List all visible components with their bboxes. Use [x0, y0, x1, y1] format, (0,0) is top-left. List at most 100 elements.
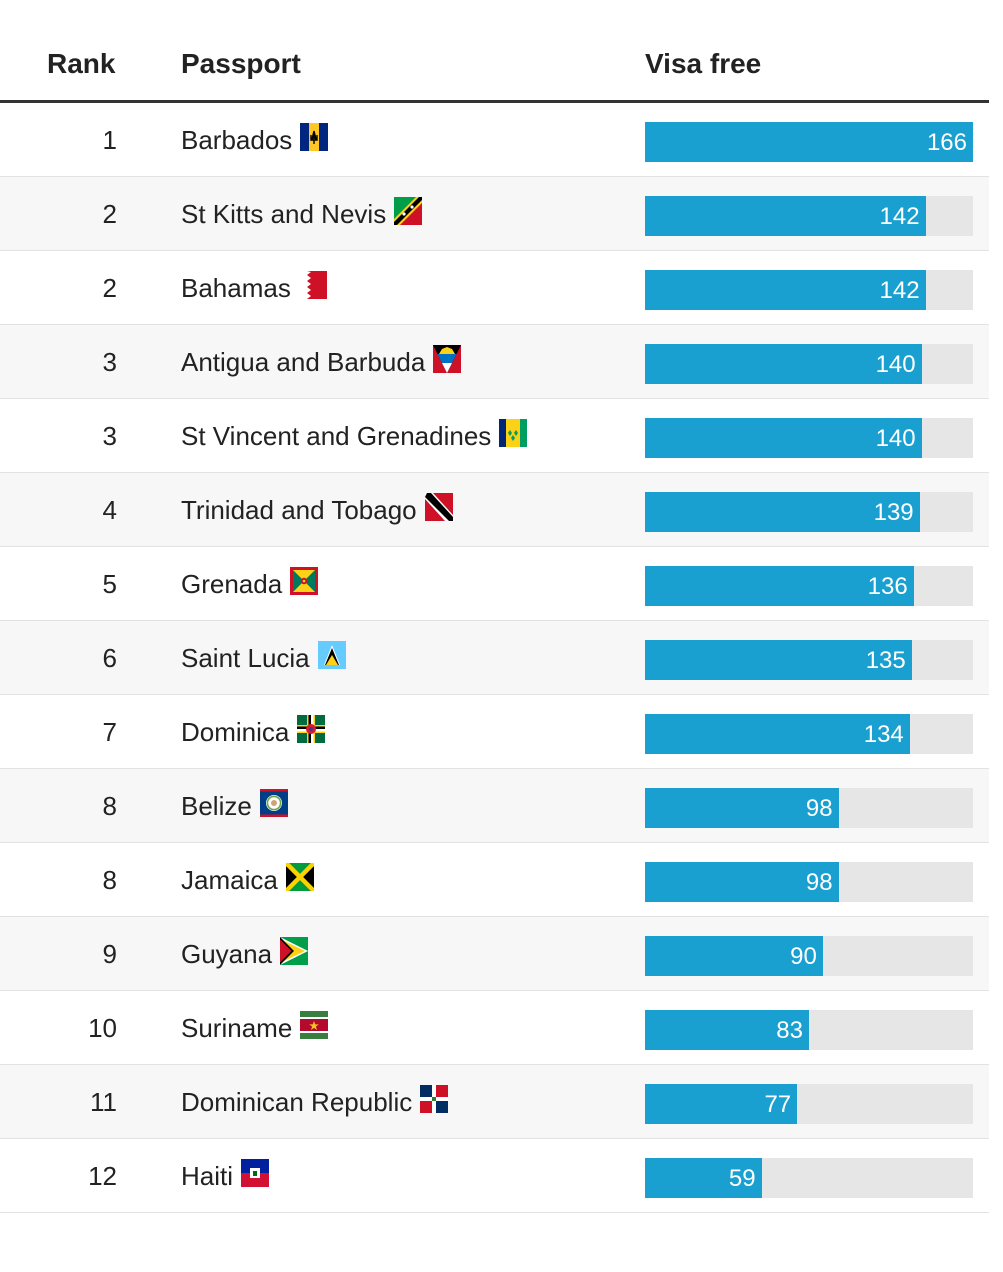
- table-row: 7 Dominica 134: [0, 695, 989, 769]
- passport-name: Grenada: [181, 569, 283, 599]
- visa-free-bar: 166: [645, 122, 973, 162]
- passport-cell: St Kitts and Nevis: [181, 196, 423, 230]
- passport-name: St Kitts and Nevis: [181, 199, 387, 229]
- passport-name: Belize: [181, 791, 252, 821]
- bar-track: 140: [645, 418, 973, 458]
- dominica-flag-icon: [297, 714, 326, 743]
- table-row: 2 Bahamas 142: [0, 251, 989, 325]
- rank-cell: 12: [88, 1161, 117, 1191]
- visa-free-header: Visa free: [645, 48, 762, 79]
- passport-cell: Dominican Republic: [181, 1084, 449, 1118]
- table-row: 12 Haiti 59: [0, 1139, 989, 1213]
- passport-cell: Antigua and Barbuda: [181, 344, 462, 378]
- visa-free-value-label: 83: [776, 1017, 803, 1044]
- bar-track: 140: [645, 344, 973, 384]
- bar-track: 77: [645, 1084, 973, 1124]
- st-vincent-grenadines-flag-icon: [499, 418, 528, 447]
- bar-track: 166: [645, 122, 973, 162]
- table-row: 6 Saint Lucia 135: [0, 621, 989, 695]
- passport-ranking-table: Rank Passport Visa free 1 Barbados 166 2 St …: [0, 0, 989, 1213]
- visa-free-bar: 142: [645, 270, 926, 310]
- visa-free-bar: 98: [645, 862, 839, 902]
- visa-free-value-label: 135: [865, 647, 906, 674]
- visa-free-value-label: 142: [879, 203, 920, 230]
- table-body: 1 Barbados 166 2 St Kitts and Nevis 142 2 Baham…: [0, 103, 989, 1213]
- passport-cell: Jamaica: [181, 860, 316, 896]
- bar-track: 135: [645, 640, 973, 680]
- bar-track: 136: [645, 566, 973, 606]
- bar-track: 142: [645, 270, 973, 310]
- table-row: 9 Guyana 90: [0, 917, 989, 991]
- belize-flag-icon: [259, 788, 288, 817]
- table-row: 8 Jamaica 98: [0, 843, 989, 917]
- visa-free-value-label: 77: [764, 1091, 792, 1118]
- passport-cell: Haiti: [181, 1158, 270, 1192]
- visa-free-bar: 136: [645, 566, 914, 606]
- bar-track: 59: [645, 1158, 973, 1198]
- visa-free-bar: 98: [645, 788, 839, 828]
- passport-name: Antigua and Barbuda: [181, 347, 426, 377]
- passport-name: Bahamas: [181, 273, 291, 303]
- rank-cell: 3: [102, 347, 117, 377]
- passport-name: Dominica: [181, 717, 290, 747]
- rank-cell: 6: [102, 643, 117, 673]
- table-row: 2 St Kitts and Nevis 142: [0, 177, 989, 251]
- visa-free-value-label: 139: [873, 499, 914, 526]
- suriname-flag-icon: [300, 1010, 329, 1039]
- bar-track: 83: [645, 1010, 973, 1050]
- passport-cell: Grenada: [181, 566, 319, 600]
- visa-free-bar: 135: [645, 640, 912, 680]
- visa-free-bar: 90: [645, 936, 823, 976]
- dominican-republic-flag-icon: [420, 1084, 449, 1113]
- passport-cell: Trinidad and Tobago: [181, 492, 453, 526]
- visa-free-bar: 142: [645, 196, 926, 236]
- passport-cell: Guyana: [181, 936, 309, 970]
- visa-free-value-label: 140: [875, 351, 916, 378]
- bar-track: 142: [645, 196, 973, 236]
- visa-free-value-label: 140: [875, 425, 916, 452]
- rank-cell: 8: [102, 865, 117, 895]
- bar-track: 98: [645, 862, 973, 902]
- trinidad-tobago-flag-icon: [424, 492, 453, 521]
- table-row: 1 Barbados 166: [0, 103, 989, 177]
- bar-track: 98: [645, 788, 973, 828]
- passport-cell: Suriname: [181, 1010, 329, 1044]
- guyana-flag-icon: [280, 936, 309, 965]
- visa-free-value-label: 98: [805, 869, 833, 896]
- bahamas-flag-icon: [298, 270, 327, 299]
- passport-cell: Dominica: [181, 714, 326, 748]
- rank-cell: 1: [102, 125, 117, 155]
- rank-cell: 11: [90, 1087, 117, 1117]
- passport-name: Jamaica: [181, 865, 278, 895]
- rank-header: Rank: [47, 48, 116, 79]
- visa-free-bar: 139: [645, 492, 920, 532]
- jamaica-flag-icon: [284, 860, 316, 893]
- table-row: 3 Antigua and Barbuda 140: [0, 325, 989, 399]
- rank-cell: 4: [102, 495, 117, 525]
- visa-free-bar: 134: [645, 714, 910, 754]
- visa-free-value-label: 98: [805, 795, 833, 822]
- bar-track: 139: [645, 492, 973, 532]
- saint-lucia-flag-icon: [317, 640, 346, 669]
- passport-cell: Saint Lucia: [181, 640, 346, 674]
- visa-free-bar: 59: [645, 1158, 762, 1198]
- passport-name: Haiti: [181, 1161, 234, 1191]
- passport-name: Barbados: [181, 125, 293, 155]
- table-header: Rank Passport Visa free: [0, 0, 989, 103]
- rank-cell: 7: [102, 717, 117, 747]
- visa-free-value-label: 59: [728, 1165, 756, 1192]
- table-row: 10 Suriname 83: [0, 991, 989, 1065]
- visa-free-value-label: 136: [867, 573, 908, 600]
- table-row: 11 Dominican Republic 77: [0, 1065, 989, 1139]
- table-row: 5 Grenada 136: [0, 547, 989, 621]
- visa-free-value-label: 142: [879, 277, 920, 304]
- antigua-barbuda-flag-icon: [433, 344, 462, 373]
- rank-cell: 3: [102, 421, 117, 451]
- bar-track: 90: [645, 936, 973, 976]
- barbados-flag-icon: [300, 122, 329, 151]
- visa-free-value-label: 166: [926, 129, 967, 156]
- passport-cell: St Vincent and Grenadines: [181, 418, 528, 452]
- table-row: 4 Trinidad and Tobago 139: [0, 473, 989, 547]
- rank-cell: 5: [102, 569, 117, 599]
- rank-cell: 2: [102, 199, 117, 229]
